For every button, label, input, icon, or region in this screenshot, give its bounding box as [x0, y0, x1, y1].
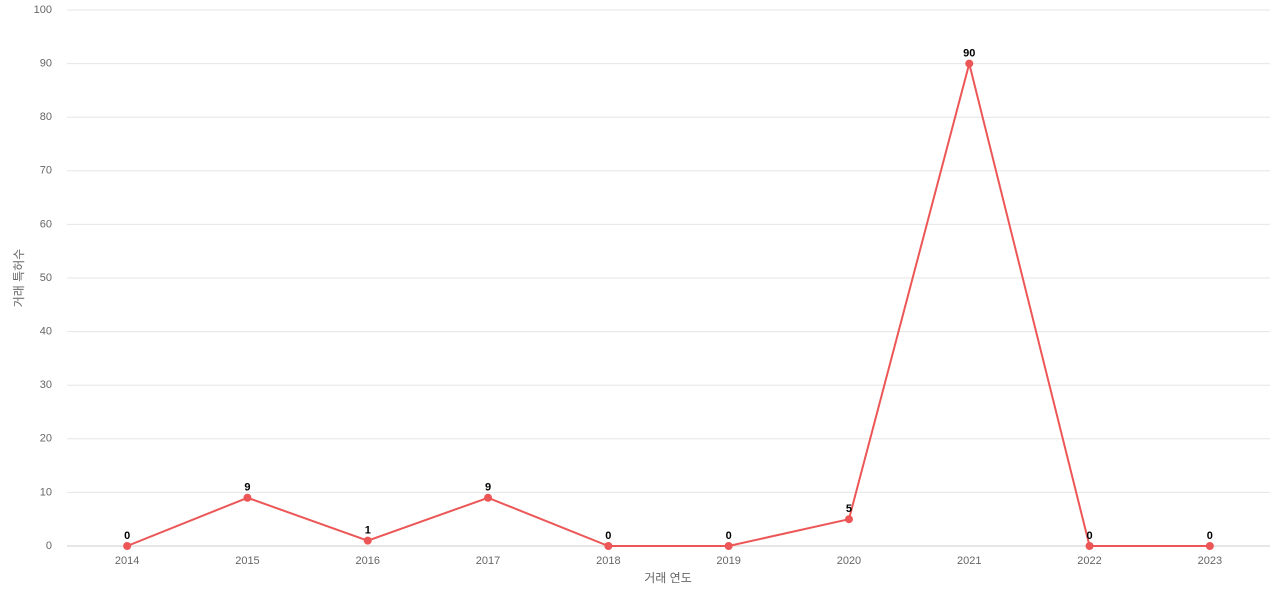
data-label: 9 — [485, 482, 491, 494]
x-tick-label: 2018 — [596, 555, 620, 567]
y-tick-label: 80 — [40, 111, 52, 123]
point — [123, 542, 132, 550]
data-label: 0 — [726, 530, 732, 542]
point — [243, 493, 252, 502]
data-label: 90 — [963, 48, 975, 60]
data-label: 0 — [124, 530, 130, 542]
x-tick-label: 2016 — [356, 555, 380, 567]
point — [1205, 542, 1214, 550]
x-tick-label: 2019 — [716, 555, 740, 567]
y-tick-label: 10 — [40, 486, 52, 498]
point — [363, 536, 372, 545]
data-label: 0 — [1086, 530, 1092, 542]
y-axis-label: 거래 특허수 — [12, 249, 26, 308]
line — [126, 63, 1210, 547]
data-label: 5 — [846, 503, 852, 515]
point — [844, 515, 853, 524]
x-tick-label: 2017 — [476, 555, 500, 567]
point — [724, 542, 733, 550]
x-tick-label: 2015 — [235, 555, 259, 567]
y-tick-label: 100 — [34, 4, 52, 16]
y-tick-label: 20 — [40, 433, 52, 445]
y-tick-label: 30 — [40, 379, 52, 391]
y-tick-label: 50 — [40, 272, 52, 284]
x-tick-label: 2021 — [957, 555, 981, 567]
x-tick-label: 2022 — [1077, 555, 1101, 567]
y-tick-label: 70 — [40, 165, 52, 177]
x-tick-label: 2020 — [837, 555, 861, 567]
data-label: 1 — [365, 525, 371, 537]
y-tick-label: 90 — [40, 58, 52, 70]
x-tick-label: 2023 — [1198, 555, 1222, 567]
y-tick-label: 60 — [40, 218, 52, 230]
point — [604, 542, 613, 550]
point — [1085, 542, 1094, 550]
y-tick-label: 40 — [40, 326, 52, 338]
data-label: 0 — [605, 530, 611, 542]
data-label: 9 — [244, 482, 250, 494]
y-tick-label: 0 — [46, 540, 52, 552]
point — [484, 493, 493, 502]
point — [965, 59, 974, 68]
x-tick-label: 2014 — [115, 555, 139, 567]
x-axis-label: 거래 연도 — [644, 571, 692, 585]
data-label: 0 — [1207, 530, 1213, 542]
